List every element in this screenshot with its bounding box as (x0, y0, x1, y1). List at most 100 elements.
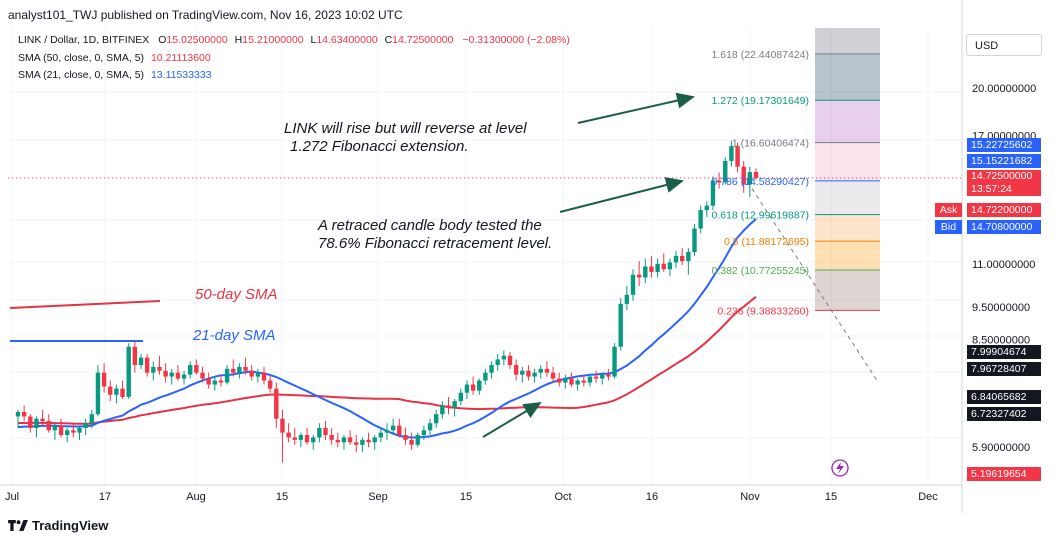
candle-body (65, 430, 70, 436)
price-tick-label: 8.50000000 (972, 335, 1030, 347)
candle-body (575, 380, 580, 385)
candle-body (243, 366, 248, 371)
candle-body (421, 430, 427, 436)
fib-level-label: 0.618 (12.99619887) (712, 210, 810, 222)
candle-body (114, 388, 119, 395)
bid-price: 14.70800000 (967, 220, 1041, 234)
annotation-line-2: 1.272 Fibonacci extension. (290, 138, 469, 155)
price-tick-label: 20.00000000 (972, 83, 1036, 95)
candle-body (704, 205, 709, 211)
candle-body (630, 274, 636, 295)
candle-body (735, 146, 740, 167)
date-tick-label: 15 (276, 491, 288, 503)
candle-body (298, 435, 304, 440)
candle-body (686, 251, 691, 262)
fib-level-label: 0.236 (9.38833260) (717, 305, 809, 317)
candle-body (317, 427, 322, 438)
annotation-line-1: LINK will rise but will reverse at level (284, 120, 527, 137)
candle-body (15, 412, 21, 417)
publish-info: analyst101_TWJ published on TradingView.… (8, 8, 403, 22)
sma50-legend-label: SMA (50, close, 0, SMA, 5) (18, 52, 145, 64)
fib-zone (815, 53, 880, 101)
candle-body (108, 386, 113, 395)
sma21-chart-label: 21-day SMA (193, 327, 276, 344)
annotation-line-3: A retraced candle body tested the (318, 217, 542, 234)
ask-label: Ask (935, 203, 962, 217)
fib-zone (815, 28, 880, 54)
fib-zone (815, 214, 880, 242)
candle-body (569, 378, 574, 385)
candle-body (335, 439, 340, 443)
brand-name: TradingView (32, 518, 109, 533)
candle-body (390, 425, 396, 431)
price-tag-6: 6.72327402 (967, 407, 1041, 421)
candle-body (483, 372, 488, 381)
candle-body (409, 439, 414, 445)
fib-zone (815, 142, 880, 181)
candle-body (440, 405, 445, 415)
candle-body (698, 210, 703, 229)
candle-body (550, 372, 556, 379)
candle-body (513, 365, 519, 375)
candles (15, 140, 759, 463)
candle-body (194, 365, 199, 373)
date-tick-label: 17 (99, 491, 111, 503)
high-key: H (234, 34, 243, 46)
sma50-legend-value: 10.21113600 (150, 52, 211, 64)
candle-body (655, 263, 660, 272)
candle-body (292, 437, 297, 440)
candle-body (427, 423, 433, 431)
currency-label: USD (975, 40, 999, 52)
price-tag-5: 6.84065682 (967, 390, 1041, 404)
candle-body (237, 366, 242, 373)
candle-body (366, 439, 371, 443)
ohlc-legend: LINK / Dollar, 1D, BITFINEX O15.02500000… (18, 34, 570, 46)
date-tick-label: 16 (646, 491, 658, 503)
candle-body (261, 372, 267, 381)
candle-body (34, 418, 39, 428)
candle-body (526, 370, 531, 377)
sma21-legend-label: SMA (21, close, 0, SMA, 5) (18, 69, 145, 81)
price-tick-label: 11.00000000 (972, 259, 1035, 271)
candle-body (618, 303, 623, 347)
sma50-legend[interactable]: SMA (50, close, 0, SMA, 5) 10.21113600 (18, 52, 211, 64)
price-tag-2: 15.15221682 (967, 154, 1041, 168)
candle-body (716, 180, 722, 183)
candle-body (649, 266, 654, 272)
candle-body (692, 228, 697, 252)
symbol-title[interactable]: LINK / Dollar, 1D, BITFINEX (18, 34, 150, 46)
fib-zone (815, 241, 880, 271)
annotation-line-4: 78.6% Fibonacci retracement level. (318, 235, 553, 252)
sma21-legend-value: 13.11533333 (150, 69, 212, 81)
price-tag-1: 15.22725602 (967, 138, 1041, 152)
currency-selector[interactable]: USD (966, 34, 1042, 56)
sma21-legend[interactable]: SMA (21, close, 0, SMA, 5) 13.11533333 (18, 69, 212, 81)
candle-body (753, 171, 759, 178)
annotation-arrow (482, 401, 542, 438)
top-bar: analyst101_TWJ published on TradingView.… (0, 0, 1055, 28)
open-value: 15.02500000 (166, 34, 228, 46)
fib-level-label: 0.5 (11.88172695) (724, 236, 809, 248)
candle-body (28, 416, 33, 428)
tradingview-logo-icon (8, 520, 28, 531)
lightning-icon (831, 459, 849, 477)
candle-body (557, 378, 562, 383)
candle-body (636, 274, 642, 278)
candle-body (95, 372, 101, 415)
candle-body (40, 418, 45, 421)
fib-zone (815, 100, 880, 143)
candle-body (563, 378, 568, 383)
date-tick-label: Jul (5, 491, 19, 503)
price-tag-3: 7.99904674 (967, 345, 1041, 359)
candle-body (354, 442, 359, 445)
date-tick-label: Oct (554, 491, 571, 503)
tradingview-footer[interactable]: TradingView (8, 518, 108, 533)
change-value: −0.31300000 (−2.08%) (462, 34, 570, 46)
candle-body (606, 374, 611, 377)
candle-body (132, 346, 138, 366)
open-key: O (158, 34, 167, 46)
candle-body (46, 420, 51, 431)
candle-body (544, 368, 550, 373)
candle-body (304, 435, 310, 443)
